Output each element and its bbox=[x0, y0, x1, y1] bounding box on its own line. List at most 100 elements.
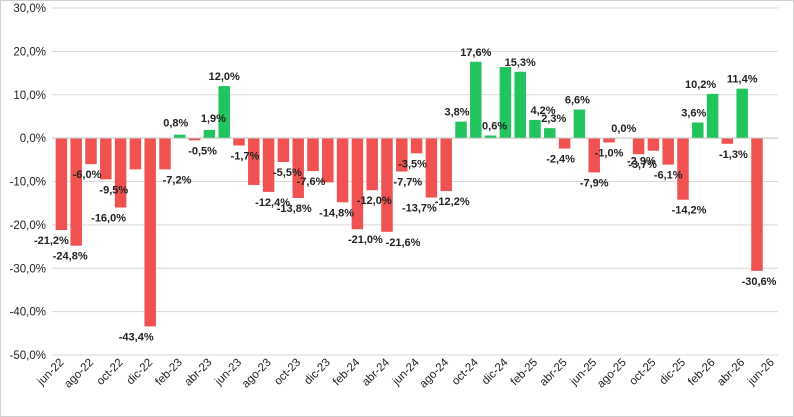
data-label: -12,0% bbox=[357, 195, 392, 207]
data-label: -1,7% bbox=[231, 151, 260, 163]
data-label: -14,2% bbox=[672, 205, 707, 217]
data-label: -9,5% bbox=[99, 184, 128, 196]
data-label: -1,0% bbox=[595, 148, 624, 160]
data-label: -13,8% bbox=[277, 203, 312, 215]
y-tick-label: -10,0% bbox=[10, 177, 46, 189]
bar bbox=[233, 138, 245, 146]
y-tick-label: 20,0% bbox=[13, 46, 46, 58]
bar bbox=[114, 138, 127, 208]
bar bbox=[647, 138, 660, 151]
bar bbox=[425, 138, 438, 198]
data-label: 15,3% bbox=[505, 57, 536, 69]
data-label: 12,0% bbox=[209, 71, 240, 83]
bar bbox=[262, 138, 275, 192]
data-label: 3,6% bbox=[681, 108, 706, 120]
data-label: 0,8% bbox=[163, 118, 188, 130]
bar bbox=[144, 138, 156, 327]
data-label: 1,9% bbox=[201, 113, 226, 125]
data-label: -13,7% bbox=[402, 203, 437, 215]
y-tick-label: 10,0% bbox=[13, 90, 46, 102]
data-label: -7,6% bbox=[297, 176, 326, 188]
data-label: 4,2% bbox=[530, 105, 555, 117]
grid-layer bbox=[52, 7, 778, 356]
bar bbox=[277, 138, 290, 162]
y-tick-label: 30,0% bbox=[13, 3, 46, 15]
bar bbox=[706, 93, 719, 139]
bar bbox=[396, 138, 408, 172]
data-label: 3,8% bbox=[444, 107, 469, 119]
data-label: -24,8% bbox=[53, 251, 88, 263]
bar bbox=[544, 128, 556, 139]
y-tick-label: -40,0% bbox=[10, 307, 46, 319]
data-label: -7,2% bbox=[163, 174, 192, 186]
bar bbox=[129, 138, 142, 170]
bar bbox=[351, 138, 364, 230]
bar bbox=[100, 138, 112, 180]
data-label: -14,8% bbox=[319, 207, 354, 219]
bars-layer bbox=[55, 61, 763, 327]
data-label: 17,6% bbox=[460, 47, 491, 59]
data-label: 2,3% bbox=[541, 113, 566, 125]
data-label: -6,0% bbox=[73, 169, 102, 181]
bar bbox=[440, 138, 452, 192]
bar bbox=[514, 71, 526, 139]
y-tick-label: -50,0% bbox=[10, 350, 46, 362]
y-tick-label: -20,0% bbox=[10, 220, 46, 232]
bar bbox=[322, 138, 334, 183]
data-label: 6,6% bbox=[565, 95, 590, 107]
bar bbox=[381, 138, 393, 232]
bar bbox=[529, 119, 541, 139]
bar bbox=[410, 138, 423, 154]
bar bbox=[499, 66, 512, 139]
bar bbox=[603, 138, 615, 143]
data-label: -30,6% bbox=[742, 276, 777, 288]
bar bbox=[662, 138, 674, 165]
data-labels-layer: -21,2% -24,8% -6,0% -9,5% -16,0% -43,4% -7,2% 0… bbox=[34, 47, 777, 344]
data-label: -12,2% bbox=[435, 196, 470, 208]
data-label: -3,7% bbox=[628, 159, 657, 171]
bar bbox=[70, 138, 82, 246]
data-label: -3,5% bbox=[398, 158, 427, 170]
data-label: -21,0% bbox=[348, 234, 383, 246]
bar bbox=[292, 138, 304, 198]
bar bbox=[484, 135, 497, 139]
bar bbox=[159, 138, 171, 170]
data-label: 11,4% bbox=[727, 74, 758, 86]
bar bbox=[470, 61, 482, 139]
data-label: -43,4% bbox=[119, 331, 154, 343]
data-label: 10,2% bbox=[685, 79, 716, 91]
bar bbox=[736, 88, 748, 139]
y-tick-label: -30,0% bbox=[10, 263, 46, 275]
bar bbox=[366, 138, 378, 191]
data-label: -16,0% bbox=[91, 213, 126, 225]
bar bbox=[692, 122, 704, 139]
bar bbox=[203, 129, 216, 139]
bar bbox=[558, 138, 571, 149]
bar bbox=[751, 138, 763, 271]
data-label: -2,9% bbox=[627, 156, 656, 168]
data-label: 0,6% bbox=[482, 121, 507, 133]
bar bbox=[85, 138, 97, 165]
data-label: -5,5% bbox=[273, 167, 302, 179]
bar bbox=[677, 138, 689, 200]
data-label: -2,4% bbox=[546, 154, 575, 166]
data-label: -7,9% bbox=[580, 177, 609, 189]
bar bbox=[573, 109, 586, 139]
bar bbox=[588, 138, 600, 173]
data-label: -1,3% bbox=[719, 149, 748, 161]
data-label: -0,5% bbox=[188, 145, 217, 157]
bar bbox=[248, 138, 260, 185]
bar bbox=[721, 138, 734, 144]
data-label: -6,1% bbox=[654, 170, 683, 182]
bar bbox=[455, 121, 467, 139]
y-axis-tick-labels: 30,0% 20,0% 10,0% 0,0% -10,0% -20,0% -30,0% -40… bbox=[10, 3, 46, 362]
data-label: -7,7% bbox=[393, 177, 422, 189]
bar bbox=[174, 134, 186, 139]
data-label: -12,4% bbox=[255, 197, 290, 209]
y-tick-label: 0,0% bbox=[20, 133, 46, 145]
data-label: -21,6% bbox=[386, 237, 421, 249]
data-label: -21,2% bbox=[34, 235, 69, 247]
bar bbox=[55, 138, 68, 231]
